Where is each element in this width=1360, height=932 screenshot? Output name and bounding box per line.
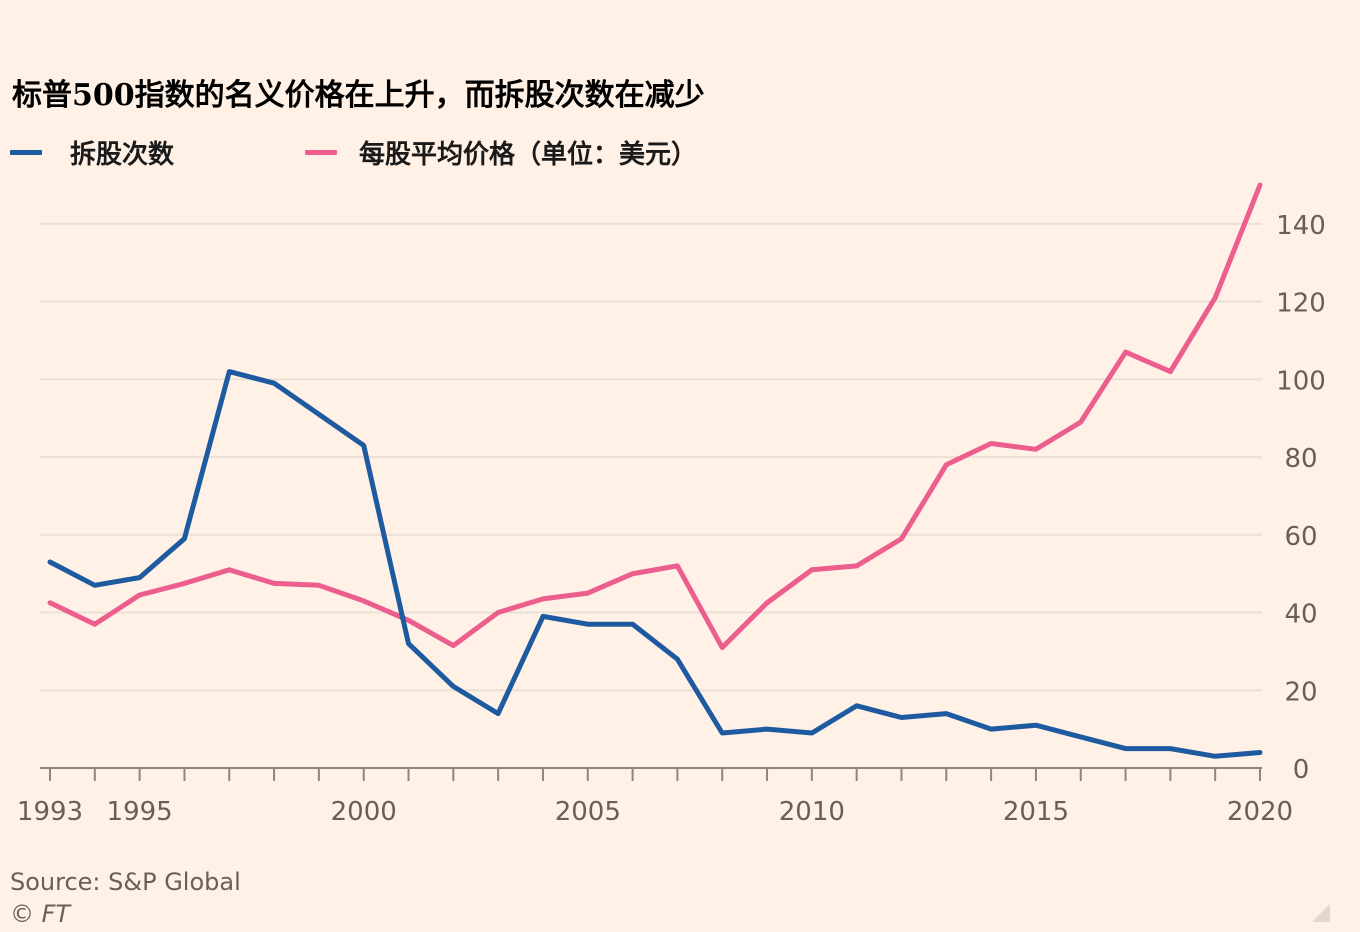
legend-item-price: 每股平均价格（单位：美元）: [305, 134, 697, 170]
x-tick-label: 2000: [331, 797, 397, 827]
y-tick-label: 20: [1284, 677, 1317, 707]
legend: 拆股次数 每股平均价格（单位：美元）: [10, 134, 910, 170]
x-axis-labels: 1993 1995 2000 2005 2010 2015 2020: [17, 797, 1293, 827]
y-axis-labels: 0 20 40 60 80 100 120 140: [1276, 211, 1326, 785]
legend-label-splits: 拆股次数: [70, 139, 175, 170]
series-line-stock-splits: [47, 369, 1263, 759]
y-tick-label: 140: [1276, 211, 1326, 241]
x-tick-label: 1995: [107, 797, 173, 827]
x-tick-label: 2015: [1003, 797, 1069, 827]
resize-handle-icon: [1312, 904, 1330, 922]
y-tick-label: 100: [1276, 366, 1326, 396]
y-tick-label: 0: [1293, 755, 1310, 785]
gridlines: [40, 222, 1262, 692]
legend-swatch-splits: [10, 149, 42, 155]
chart-title: 标普500指数的名义价格在上升，而拆股次数在减少: [12, 78, 705, 113]
legend-swatch-price: [305, 149, 337, 155]
source-note: Source: S&P Global: [10, 868, 241, 896]
y-tick-label: 60: [1284, 522, 1317, 552]
x-axis: [40, 767, 1262, 781]
y-tick-label: 40: [1284, 600, 1317, 630]
x-tick-label: 2005: [555, 797, 621, 827]
x-tick-label: 2010: [779, 797, 845, 827]
y-tick-label: 80: [1284, 444, 1317, 474]
y-tick-label: 120: [1276, 289, 1326, 319]
x-tick-label: 1993: [17, 797, 83, 827]
series-lines: [47, 182, 1263, 759]
legend-label-price: 每股平均价格（单位：美元）: [359, 139, 698, 170]
legend-item-splits: 拆股次数: [10, 134, 174, 170]
copyright-credit: © FT: [10, 900, 71, 928]
series-line-average-price: [47, 182, 1263, 650]
x-tick-label: 2020: [1227, 797, 1293, 827]
